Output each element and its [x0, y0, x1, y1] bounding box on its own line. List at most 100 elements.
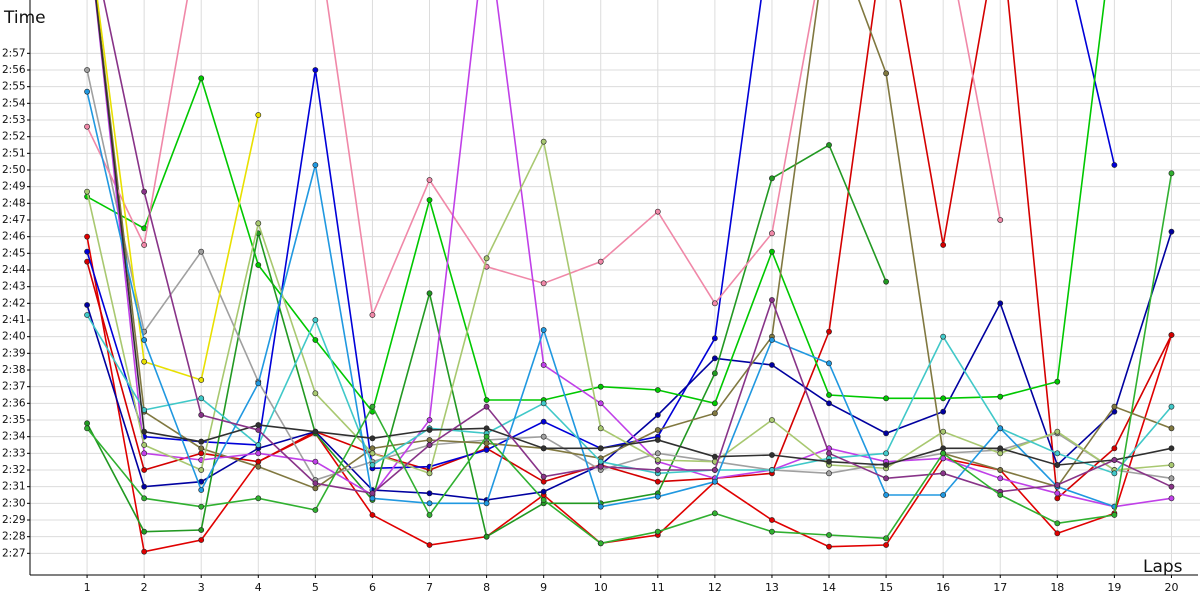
point	[540, 473, 547, 480]
y-tick-label: 2:41	[2, 314, 26, 326]
point	[1111, 470, 1118, 477]
y-tick-label: 2:28	[2, 531, 26, 543]
x-tick-label: 18	[1050, 581, 1064, 594]
point	[1054, 530, 1061, 537]
point	[84, 302, 90, 308]
point	[255, 262, 262, 268]
point	[540, 488, 547, 495]
point	[940, 242, 947, 248]
point	[198, 377, 205, 383]
point	[255, 495, 262, 502]
series-line	[86, 231, 1173, 501]
x-tick-label: 15	[879, 581, 893, 594]
point	[769, 452, 775, 458]
point	[540, 478, 547, 485]
point	[711, 410, 718, 417]
point	[369, 450, 376, 457]
point	[369, 445, 376, 452]
series-line	[86, 314, 1173, 475]
point	[1168, 445, 1175, 452]
point	[654, 467, 661, 473]
y-tick-label: 2:46	[2, 231, 26, 243]
series-line	[95, 0, 1172, 490]
y-tick-label: 2:55	[2, 81, 26, 93]
point	[198, 487, 205, 493]
point	[84, 420, 90, 427]
point	[312, 458, 319, 465]
point	[369, 490, 376, 497]
point	[312, 485, 319, 492]
point	[654, 208, 661, 215]
y-tick-label: 2:40	[2, 331, 26, 343]
point	[597, 258, 604, 265]
y-tick-label: 2:38	[2, 364, 26, 376]
point	[198, 75, 205, 82]
point	[426, 512, 433, 518]
point	[597, 540, 604, 547]
point	[198, 395, 205, 402]
point	[255, 463, 262, 470]
point	[769, 175, 775, 182]
point	[255, 380, 262, 387]
x-tick-label: 10	[594, 581, 608, 594]
point	[769, 297, 775, 303]
point	[711, 510, 718, 517]
point	[711, 300, 718, 307]
x-tick-label: 20	[1164, 581, 1178, 594]
point	[426, 427, 433, 433]
point	[1054, 462, 1061, 468]
y-tick-label: 2:43	[2, 281, 26, 293]
point	[940, 395, 947, 402]
x-tick-label: 8	[483, 581, 490, 594]
y-tick-label: 2:42	[2, 297, 26, 309]
point	[769, 417, 775, 423]
point	[654, 478, 661, 485]
point	[312, 507, 319, 513]
point	[711, 467, 718, 473]
point	[369, 512, 376, 518]
y-tick-label: 2:39	[2, 347, 26, 359]
point	[141, 428, 148, 435]
point	[883, 395, 889, 402]
point	[483, 440, 490, 447]
point	[1111, 457, 1118, 463]
series-line	[86, 0, 1173, 500]
point	[883, 70, 889, 77]
point	[426, 177, 433, 183]
point	[255, 220, 262, 227]
point	[711, 355, 718, 362]
point	[940, 408, 947, 415]
point	[426, 442, 433, 448]
point	[1111, 403, 1118, 410]
series-line	[95, 0, 1172, 466]
point	[483, 500, 490, 507]
point	[141, 442, 148, 448]
point	[141, 548, 148, 555]
point	[1168, 403, 1175, 410]
point	[1054, 482, 1061, 488]
x-tick-label: 1	[84, 581, 91, 594]
point	[1054, 428, 1061, 435]
point	[1168, 475, 1175, 482]
series-line	[96, 0, 260, 382]
y-tick-label: 2:47	[2, 214, 26, 226]
point	[997, 475, 1004, 482]
point	[1111, 512, 1118, 518]
point	[940, 333, 947, 340]
x-tick-label: 7	[426, 581, 433, 594]
point	[883, 278, 889, 285]
point	[540, 445, 547, 452]
point	[369, 495, 376, 502]
point	[84, 88, 90, 95]
point	[1054, 450, 1061, 457]
point	[540, 280, 547, 287]
point	[198, 445, 205, 452]
series-line	[103, 0, 1172, 495]
point	[940, 492, 947, 498]
point	[1168, 462, 1175, 468]
point	[84, 248, 90, 255]
point	[426, 437, 433, 443]
point	[141, 337, 148, 343]
point	[826, 458, 832, 465]
point	[883, 542, 889, 548]
